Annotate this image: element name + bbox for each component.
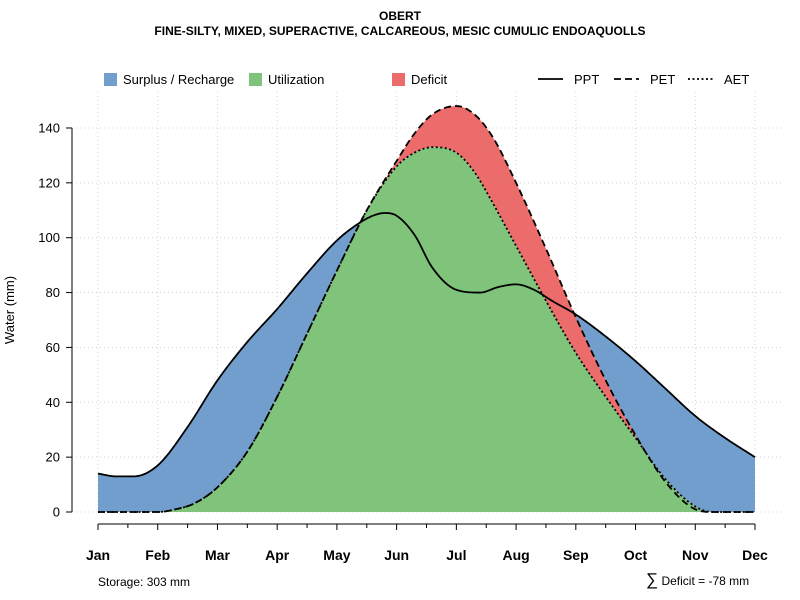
- legend-swatch-utilization: [249, 73, 262, 86]
- chart-title: OBERT: [379, 9, 421, 23]
- total-deficit-label: ∑ Deficit = -78 mm: [646, 570, 749, 590]
- legend-swatch-surplus-recharge: [104, 73, 117, 86]
- y-tick-label: 60: [46, 340, 60, 355]
- x-tick-label-jun: Jun: [384, 547, 409, 563]
- y-axis-title: Water (mm): [2, 276, 17, 344]
- legend-label: Deficit: [411, 72, 448, 87]
- x-tick-label-nov: Nov: [682, 547, 709, 563]
- y-tick-label: 100: [38, 230, 60, 245]
- y-tick-label: 80: [46, 285, 60, 300]
- x-tick-label-mar: Mar: [205, 547, 230, 563]
- x-tick-label-jan: Jan: [86, 547, 110, 563]
- y-tick-label: 140: [38, 120, 60, 135]
- x-tick-label-apr: Apr: [265, 547, 290, 563]
- utilization-area: [98, 147, 755, 512]
- legend-swatch-deficit: [392, 73, 405, 86]
- y-tick-label: 0: [53, 505, 60, 520]
- x-tick-label-aug: Aug: [502, 547, 529, 563]
- legend-label: PPT: [574, 72, 599, 87]
- x-tick-label-oct: Oct: [624, 547, 648, 563]
- legend-label: AET: [724, 72, 749, 87]
- x-tick-label-feb: Feb: [145, 547, 170, 563]
- y-tick-label: 40: [46, 395, 60, 410]
- y-tick-label: 120: [38, 175, 60, 190]
- x-tick-label-may: May: [323, 547, 350, 563]
- x-tick-label-jul: Jul: [446, 547, 466, 563]
- pet-line: [98, 105, 755, 513]
- legend-label: Utilization: [268, 72, 324, 87]
- y-tick-label: 20: [46, 450, 60, 465]
- x-tick-label-sep: Sep: [563, 547, 589, 563]
- sigma-symbol: ∑: [646, 570, 659, 589]
- legend-label: PET: [650, 72, 675, 87]
- legend-label: Surplus / Recharge: [123, 72, 234, 87]
- ppt-line: [97, 212, 756, 478]
- chart-subtitle: FINE-SILTY, MIXED, SUPERACTIVE, CALCAREO…: [154, 24, 646, 38]
- storage-label: Storage: 303 mm: [98, 575, 191, 589]
- total-deficit-text: Deficit = -78 mm: [661, 574, 750, 588]
- x-tick-label-dec: Dec: [742, 547, 768, 563]
